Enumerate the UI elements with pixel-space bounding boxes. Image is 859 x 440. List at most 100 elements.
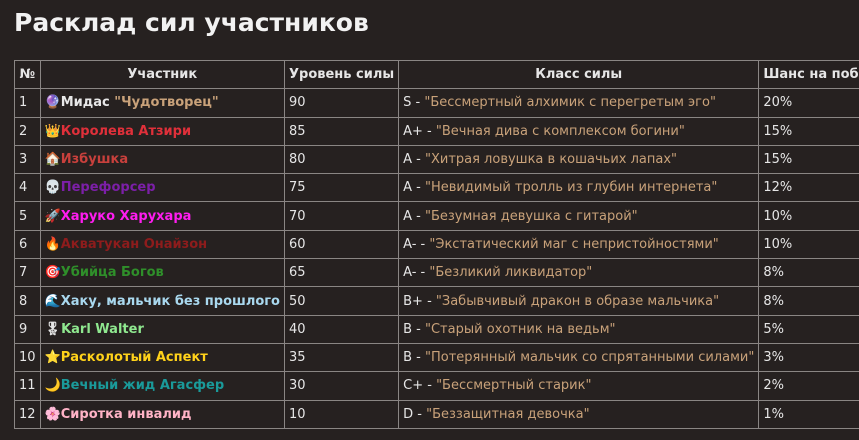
win-chance: 8% xyxy=(758,286,859,316)
row-number: 1 xyxy=(14,88,41,118)
grade: B - xyxy=(403,350,425,366)
power-class: S - "Бессмертный алхимик с перегретым эг… xyxy=(398,88,760,118)
name-part: Вечный жид Агасфер xyxy=(60,378,225,394)
row: 8 🌊Хаку, мальчик без прошлого 50 B+ - "Забы… xyxy=(14,286,859,316)
power-class: B - "Потерянный мальчик со спрятанными с… xyxy=(398,342,760,373)
participant: 🎯Убийца Богов xyxy=(39,258,286,288)
table-body: 1 🔮Мидас "Чудотворец" 90 S - "Бессмертный а… xyxy=(14,88,859,429)
row-number: 9 xyxy=(14,314,41,344)
win-chance: 10% xyxy=(758,201,859,231)
icon: 🏠 xyxy=(44,152,61,168)
participant: 🔥Акватукан Онайзон xyxy=(39,229,286,260)
class-description: "Безумная девушка с гитарой" xyxy=(424,208,638,224)
icon: 🌸 xyxy=(44,406,61,422)
win-chance: 8% xyxy=(758,258,859,288)
win-chance: 5% xyxy=(758,314,859,344)
grade: A - xyxy=(403,180,425,196)
row-number: 4 xyxy=(14,173,41,203)
icon: 🔮 xyxy=(44,95,61,111)
row-number: 10 xyxy=(14,342,41,373)
power-level: 60 xyxy=(283,229,400,260)
participant: 👑Королева Атзири xyxy=(39,116,286,146)
grade: B+ - xyxy=(403,293,436,309)
power-class: A- - "Безликий ликвидатор" xyxy=(398,258,760,288)
header-cell: Участник xyxy=(39,59,286,90)
grade: A - xyxy=(403,208,425,224)
class-description: "Бессмертный алхимик с перегретым эго" xyxy=(424,95,716,111)
class-description: "Потерянный мальчик со спрятанными силам… xyxy=(425,350,755,366)
row: 2 👑Королева Атзири 85 A+ - "Вечная дива с к… xyxy=(14,116,859,146)
power-level: 65 xyxy=(283,258,400,288)
class-description: "Безликий ликвидатор" xyxy=(429,265,593,281)
row: 4 💀Перефорсер 75 A - "Невидимый тролль из г… xyxy=(14,173,859,203)
name-part: Мидас xyxy=(60,95,115,111)
grade: A- - xyxy=(403,265,430,281)
grade: D - xyxy=(403,406,427,422)
class-description: "Экстатический маг с непристойностями" xyxy=(429,236,719,252)
name-part: Убийца Богов xyxy=(60,265,164,281)
grade: S - xyxy=(403,95,425,111)
row-number: 2 xyxy=(14,116,41,146)
grade: C+ - xyxy=(403,378,437,394)
icon: 🚀 xyxy=(44,208,61,224)
power-level: 80 xyxy=(283,144,400,175)
power-class: A - "Невидимый тролль из глубин интернет… xyxy=(398,173,760,203)
row: 3 🏠Избушка 80 A - "Хитрая ловушка в кошачьи… xyxy=(14,144,859,175)
power-level: 50 xyxy=(283,286,400,316)
class-description: "Вечная дива с комплексом богини" xyxy=(435,123,685,139)
icon: 🌙 xyxy=(44,378,61,394)
icon: 🌊 xyxy=(44,293,61,309)
class-description: "Старый охотник на ведьм" xyxy=(425,321,616,337)
grade: B - xyxy=(403,321,425,337)
name-part: Расколотый Аспект xyxy=(60,350,208,366)
power-level: 90 xyxy=(283,88,400,118)
name-part: Избушка xyxy=(60,152,129,168)
row-number: 11 xyxy=(14,371,41,401)
row-number: 8 xyxy=(14,286,41,316)
name-part: Перефорсер xyxy=(60,180,156,196)
icon: 🎯 xyxy=(44,265,61,281)
win-chance: 15% xyxy=(758,144,859,175)
participant: 🔮Мидас "Чудотворец" xyxy=(39,88,286,118)
row: 5 🚀Харуко Харухара 70 A - "Безумная девушка… xyxy=(14,201,859,231)
power-level: 85 xyxy=(283,116,400,146)
grade: A- - xyxy=(403,236,430,252)
row: 11 🌙Вечный жид Агасфер 30 C+ - "Бессмертный… xyxy=(14,371,859,401)
name-part: Королева Атзири xyxy=(60,123,192,139)
class-description: "Забывчивый дракон в образе мальчика" xyxy=(435,293,720,309)
row-number: 12 xyxy=(14,399,41,429)
power-class: A- - "Экстатический маг с непристойностя… xyxy=(398,229,760,260)
power-level: 10 xyxy=(283,399,400,429)
icon: 🎖 xyxy=(44,321,62,337)
row: 12 🌸Сиротка инвалид 10 D - "Беззащитная дев… xyxy=(14,399,859,429)
win-chance: 1% xyxy=(758,399,859,429)
power-level: 40 xyxy=(283,314,400,344)
power-class: A+ - "Вечная дива с комплексом богини" xyxy=(398,116,760,146)
name-part: Karl Walter xyxy=(61,321,144,337)
participant: 💀Перефорсер xyxy=(39,173,286,203)
icon: ⭐ xyxy=(44,350,61,366)
win-chance: 3% xyxy=(758,342,859,373)
header-cell: Шанс на победу xyxy=(758,59,859,90)
name-part: Сиротка инвалид xyxy=(60,406,192,422)
row-number: 3 xyxy=(14,144,41,175)
win-chance: 2% xyxy=(758,371,859,401)
name-part: Акватукан Онайзон xyxy=(60,236,208,252)
power-class: A - "Безумная девушка с гитарой" xyxy=(398,201,760,231)
power-level: 30 xyxy=(283,371,400,401)
name-part: Харуко Харухара xyxy=(60,208,192,224)
title: Расклад сил участников xyxy=(14,8,369,37)
name-part: "Чудотворец" xyxy=(114,95,219,111)
participant: 🌸Сиротка инвалид xyxy=(39,399,286,429)
power-class: A - "Хитрая ловушка в кошачьих лапах" xyxy=(398,144,760,175)
win-chance: 20% xyxy=(758,88,859,118)
power-class: B - "Старый охотник на ведьм" xyxy=(398,314,760,344)
row: 1 🔮Мидас "Чудотворец" 90 S - "Бессмертный а… xyxy=(14,88,859,118)
class-description: "Невидимый тролль из глубин интернета" xyxy=(424,180,718,196)
row: 6 🔥Акватукан Онайзон 60 A- - "Экстатический… xyxy=(14,229,859,260)
power-level: 70 xyxy=(283,201,400,231)
icon: 👑 xyxy=(44,123,61,139)
participant: 🌙Вечный жид Агасфер xyxy=(39,371,286,401)
header-row: № Участник Уровень силы Класс силы Шанс на п… xyxy=(14,59,859,90)
